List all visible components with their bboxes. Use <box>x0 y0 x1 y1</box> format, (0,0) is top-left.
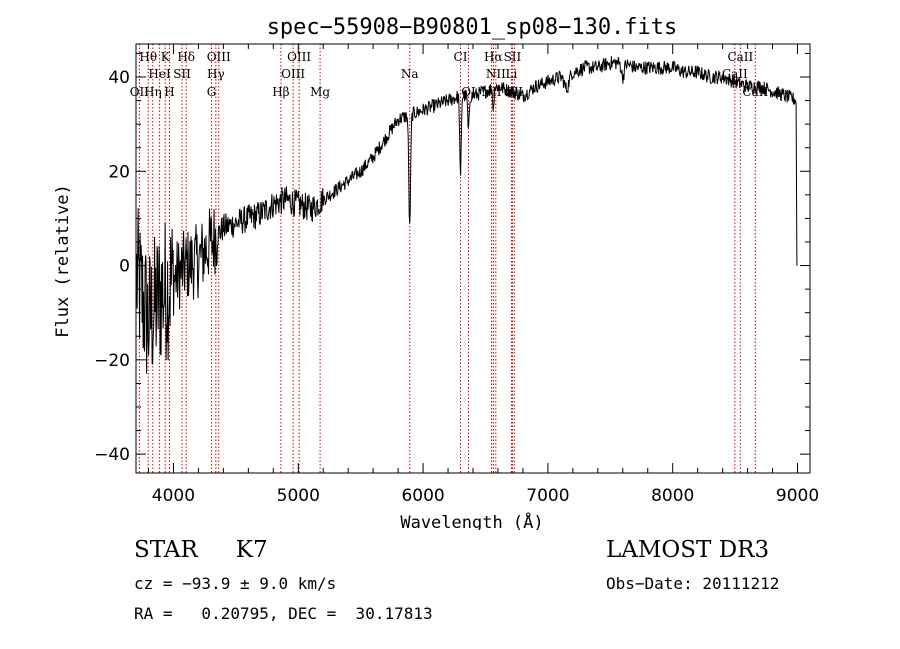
survey-name: LAMOST DR3 <box>606 537 770 563</box>
y-tick-label: 0 <box>119 257 130 277</box>
spectral-line-label: Na <box>401 67 419 81</box>
spectral-line-label: Hα <box>484 50 503 64</box>
y-tick-label: 20 <box>108 162 130 182</box>
spectral-line-markers <box>138 44 756 473</box>
x-tick-label: 4000 <box>152 486 195 506</box>
spectral-line-label: G <box>207 85 217 99</box>
coordinates-readout: RA = 0.20795, DEC = 30.17813 <box>134 604 433 623</box>
spectral-line-label: OIII <box>281 67 305 81</box>
spectral-line-label: Li <box>506 67 518 81</box>
spectral-line-label: K <box>161 50 171 64</box>
plot-frame <box>135 43 811 474</box>
spectral-line-label: OII <box>130 85 150 99</box>
spectrum-chart: spec−55908−B90801_sp08−130.fits Hθ K Hδ OII… <box>53 15 819 530</box>
redshift-readout: cz = −93.9 ± 9.0 km/s <box>134 574 337 593</box>
object-classification: STAR K7 <box>134 537 268 563</box>
x-tick-label: 7000 <box>526 486 569 506</box>
y-tick-label: −20 <box>94 351 130 371</box>
y-tick-label: −40 <box>94 445 130 465</box>
spectral-line-label: CaII <box>727 50 753 64</box>
spectral-line-label: SII <box>173 67 191 81</box>
object-subclass: K7 <box>235 537 268 563</box>
spectral-line-label: Hθ <box>139 50 157 64</box>
chart-title: spec−55908−B90801_sp08−130.fits <box>267 15 678 40</box>
spectral-line-label: H <box>164 85 174 99</box>
object-class: STAR <box>134 537 198 563</box>
spectral-line-label: Hβ <box>272 85 289 99</box>
spectral-line-label: Hδ <box>177 50 195 64</box>
spectral-line-label: OIII <box>207 50 231 64</box>
spectrum-line <box>136 56 798 374</box>
spectral-line-label: SII <box>504 50 522 64</box>
x-tick-label: 8000 <box>651 486 694 506</box>
x-axis-label: Wavelength (Å) <box>400 511 543 530</box>
y-axis-label: Flux (relative) <box>53 184 73 338</box>
spectral-line-label: Hη <box>144 85 162 99</box>
y-tick-label: 40 <box>108 68 130 88</box>
spectral-line-label: Hγ <box>207 67 225 81</box>
x-tick-label: 6000 <box>401 486 444 506</box>
spectral-line-label: OIII <box>287 50 311 64</box>
x-tick-label: 5000 <box>277 486 320 506</box>
plot-axes: 4000 5000 6000 7000 8000 9000 −40 −20 0 20 40 <box>94 43 819 506</box>
spectral-line-label: NII <box>486 67 506 81</box>
spectral-line-label: CI <box>454 50 468 64</box>
spectral-line-label: Mg <box>310 85 330 99</box>
observation-date: Obs−Date: 20111212 <box>606 574 780 593</box>
x-tick-label: 9000 <box>776 486 819 506</box>
spectral-line-label: HeI <box>148 67 171 81</box>
